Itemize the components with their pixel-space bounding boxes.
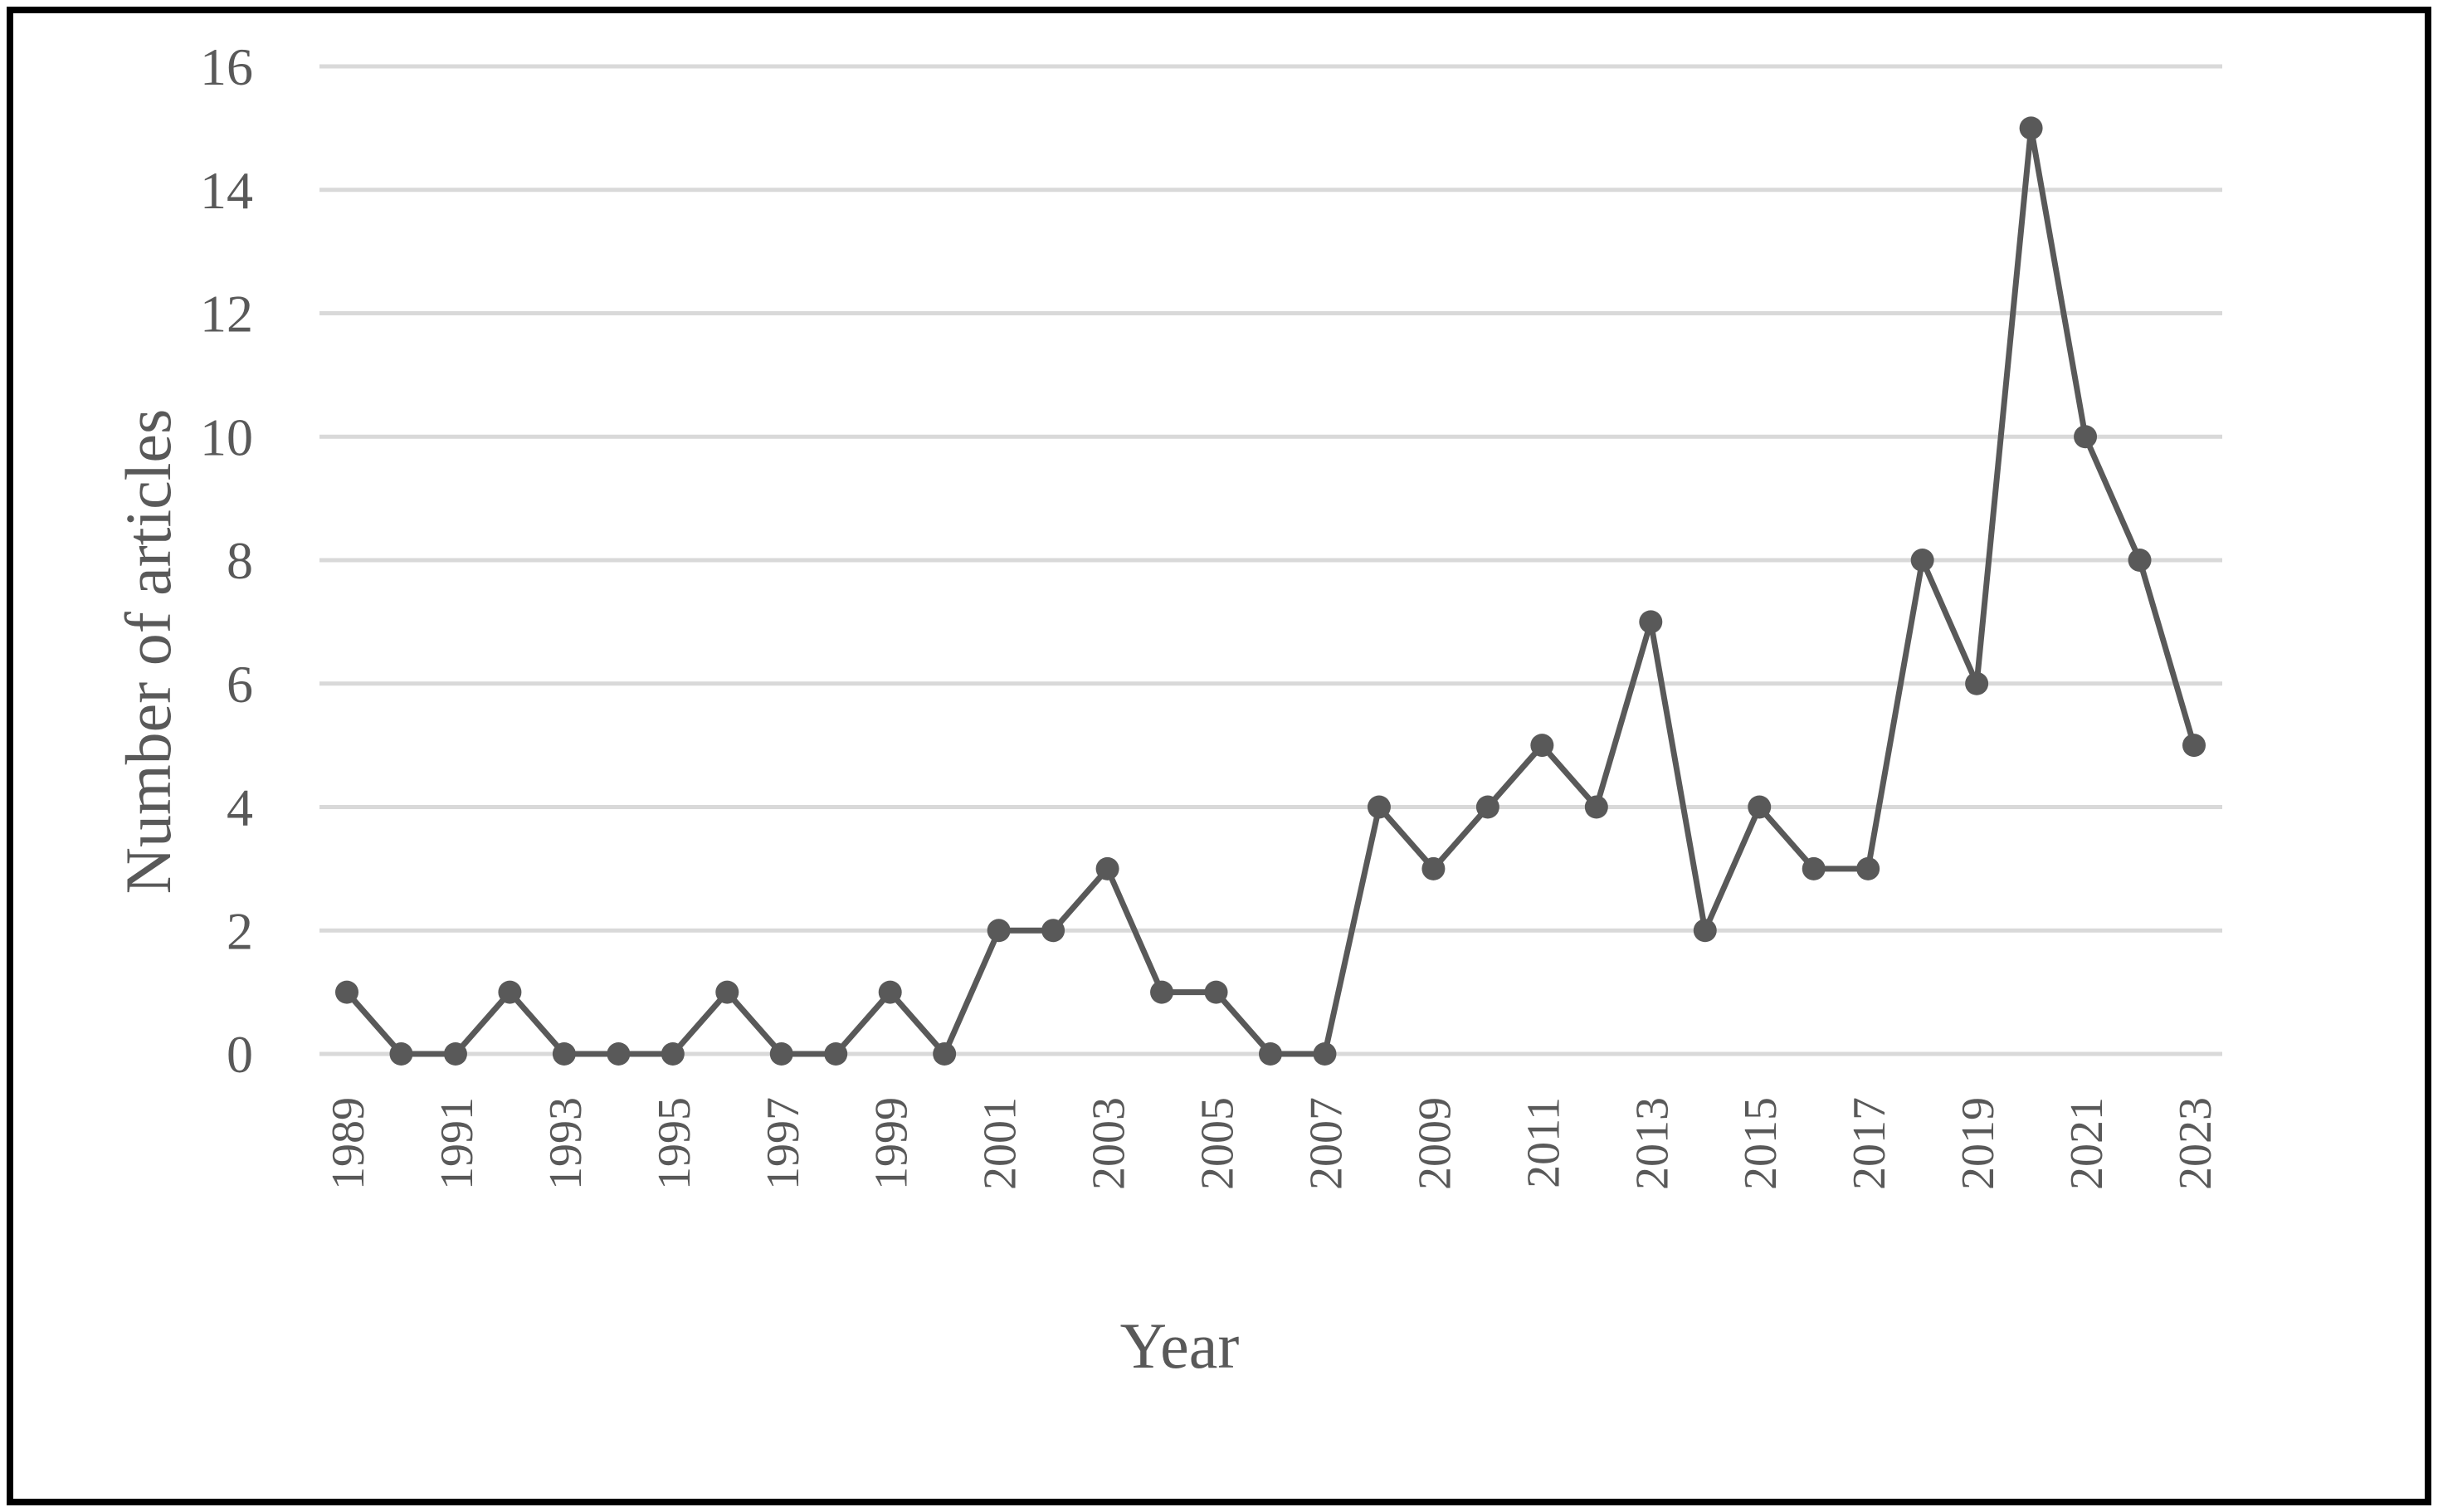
data-point-2000: [933, 1042, 957, 1066]
data-point-1997: [769, 1042, 793, 1066]
data-point-2003: [1095, 856, 1119, 880]
x-axis-title: Year: [1120, 1310, 1240, 1382]
x-tick-label-1989: 1989: [323, 1097, 374, 1190]
series-articles: [335, 116, 2206, 1066]
data-point-2008: [1367, 795, 1391, 819]
y-tick-label-2: 2: [227, 901, 253, 960]
data-point-2005: [1204, 980, 1228, 1004]
data-point-1996: [715, 980, 739, 1004]
data-point-2018: [1910, 549, 1934, 572]
x-tick-label-2017: 2017: [1844, 1097, 1895, 1190]
data-point-2007: [1313, 1042, 1337, 1066]
x-tick-label-2007: 2007: [1300, 1097, 1352, 1190]
data-point-2021: [2074, 425, 2098, 449]
y-tick-label-16: 16: [200, 37, 253, 96]
data-point-2001: [987, 919, 1011, 943]
data-point-2016: [1802, 856, 1826, 880]
x-tick-label-2013: 2013: [1626, 1097, 1678, 1190]
x-tick-label-1993: 1993: [540, 1097, 592, 1190]
data-point-2022: [2128, 549, 2152, 572]
data-point-2020: [2019, 116, 2043, 140]
data-point-2019: [1965, 671, 1989, 695]
x-tick-label-2015: 2015: [1735, 1097, 1787, 1190]
data-point-1995: [661, 1042, 685, 1066]
data-point-1992: [498, 980, 522, 1004]
data-point-1991: [443, 1042, 467, 1066]
y-tick-label-14: 14: [200, 161, 253, 220]
x-tick-label-2001: 2001: [975, 1097, 1026, 1190]
data-point-1999: [878, 980, 902, 1004]
y-axis-tick-labels: 0 2 4 6 8 10 12 14 16: [200, 37, 253, 1084]
x-tick-label-1999: 1999: [866, 1097, 918, 1190]
data-point-2015: [1748, 795, 1772, 819]
x-tick-label-1997: 1997: [758, 1097, 809, 1190]
data-point-2002: [1041, 919, 1065, 943]
x-tick-label-2009: 2009: [1409, 1097, 1460, 1190]
y-tick-label-0: 0: [227, 1025, 253, 1084]
x-tick-label-2019: 2019: [1953, 1097, 2004, 1190]
y-tick-label-10: 10: [200, 407, 253, 466]
data-point-1994: [607, 1042, 631, 1066]
x-tick-label-2005: 2005: [1192, 1097, 1244, 1190]
y-tick-label-12: 12: [200, 285, 253, 344]
y-tick-label-6: 6: [227, 655, 253, 714]
x-tick-label-2023: 2023: [2170, 1097, 2221, 1190]
data-point-2017: [1856, 856, 1880, 880]
chart-border: [7, 7, 2431, 1505]
data-point-1998: [824, 1042, 848, 1066]
y-tick-label-8: 8: [227, 531, 253, 590]
data-point-2011: [1530, 734, 1554, 758]
data-point-1993: [552, 1042, 576, 1066]
data-point-2006: [1259, 1042, 1282, 1066]
x-tick-label-1991: 1991: [432, 1097, 483, 1190]
y-tick-label-4: 4: [227, 778, 253, 837]
data-point-2004: [1150, 980, 1174, 1004]
data-point-2023: [2182, 734, 2206, 758]
gridlines: [319, 64, 2222, 1056]
x-tick-label-1995: 1995: [649, 1097, 700, 1190]
x-axis-tick-labels: 1989 1991 1993 1995 1997 1999 2001 2003 2005 2007…: [323, 1097, 2221, 1190]
x-tick-label-2003: 2003: [1084, 1097, 1135, 1190]
x-tick-label-2011: 2011: [1518, 1097, 1569, 1188]
data-point-2012: [1584, 795, 1608, 819]
data-point-2013: [1639, 610, 1663, 634]
x-tick-label-2021: 2021: [2061, 1097, 2113, 1190]
data-point-2010: [1475, 795, 1499, 819]
y-axis-title: Number of articles: [112, 409, 184, 895]
data-point-2009: [1421, 856, 1446, 880]
data-point-1989: [335, 980, 358, 1004]
data-point-2014: [1693, 919, 1717, 943]
data-point-1990: [389, 1042, 413, 1066]
